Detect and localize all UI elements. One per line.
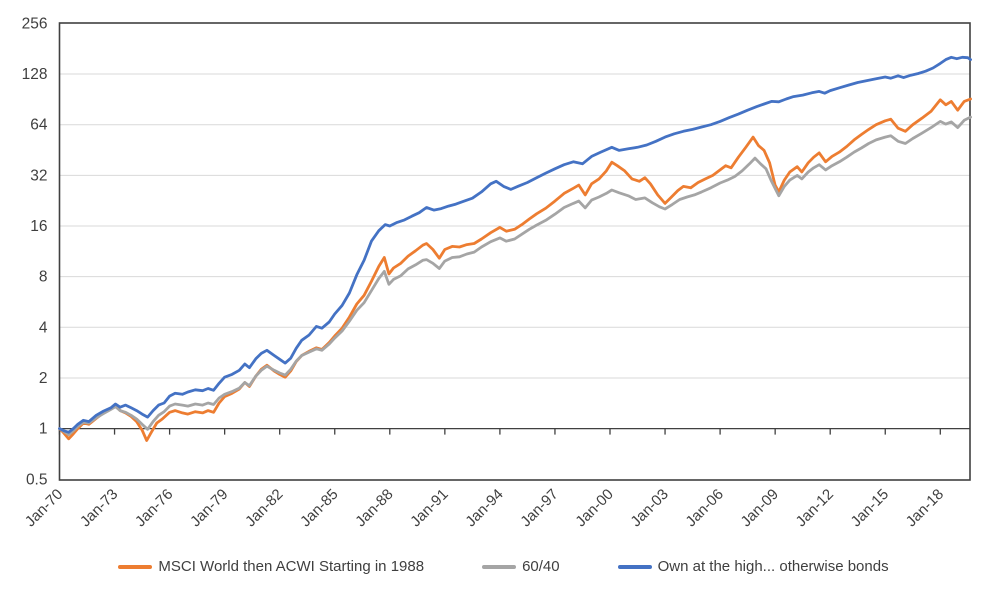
legend-item-msci[interactable]: MSCI World then ACWI Starting in 1988 [118, 558, 424, 575]
legend-swatch-own-at-high [617, 564, 652, 569]
x-tick-label: Jan-73 [77, 486, 121, 530]
x-axis-labels: Jan-70 Jan-73 Jan-76 Jan-79 Jan-82 Jan-85 Jan-… [22, 486, 947, 530]
plot-border [58, 22, 971, 481]
legend-item-6040[interactable]: 60/40 [482, 558, 560, 575]
x-tick-label: Jan-88 [352, 486, 396, 530]
x-tick-label: Jan-76 [132, 486, 176, 530]
x-tick-label: Jan-15 [848, 486, 892, 530]
x-tick-label: Jan-82 [242, 486, 286, 530]
y-tick-label: 2 [39, 370, 48, 387]
legend-item-own-at-high[interactable]: Own at the high... otherwise bonds [617, 558, 889, 575]
x-tick-label: Jan-97 [517, 486, 561, 530]
y-tick-label: 32 [30, 167, 47, 184]
x-tick-label: Jan-09 [738, 486, 782, 530]
x-tick-label: Jan-18 [903, 486, 947, 530]
y-tick-label: 16 [30, 218, 47, 235]
x-tick-label: Jan-79 [187, 486, 231, 530]
series-line-0 [58, 97, 972, 442]
y-tick-label: 0.5 [26, 471, 48, 488]
series-line-2 [58, 55, 972, 434]
legend-swatch-6040 [482, 564, 517, 569]
legend-label-own-at-high: Own at the high... otherwise bonds [657, 558, 889, 575]
y-tick-label: 128 [22, 66, 48, 83]
x-tick-label: Jan-70 [22, 486, 66, 530]
legend-label-msci: MSCI World then ACWI Starting in 1988 [158, 558, 425, 575]
x-tick-label: Jan-85 [297, 486, 341, 530]
x-tick-label: Jan-12 [793, 486, 837, 530]
y-tick-label: 64 [30, 117, 48, 134]
legend-label-6040: 60/40 [522, 558, 560, 575]
legend-swatch-msci [118, 564, 153, 569]
x-tick-label: Jan-03 [627, 486, 671, 530]
chart-legend: MSCI World then ACWI Starting in 1988 60… [0, 558, 1007, 575]
x-tick-label: Jan-06 [682, 486, 726, 530]
gridlines [59, 73, 970, 379]
y-tick-label: 8 [39, 269, 48, 286]
x-tick-label: Jan-00 [572, 486, 616, 530]
series-line-1 [58, 115, 972, 437]
y-tick-label: 4 [39, 319, 48, 336]
x-tick-label: Jan-91 [407, 486, 451, 530]
x-axis [58, 427, 970, 435]
x-tick-label: Jan-94 [462, 486, 506, 530]
y-axis-labels: 0.5 1 2 4 8 16 32 64 128 256 [22, 15, 48, 488]
y-tick-label: 1 [39, 421, 48, 438]
y-tick-label: 256 [22, 15, 48, 32]
